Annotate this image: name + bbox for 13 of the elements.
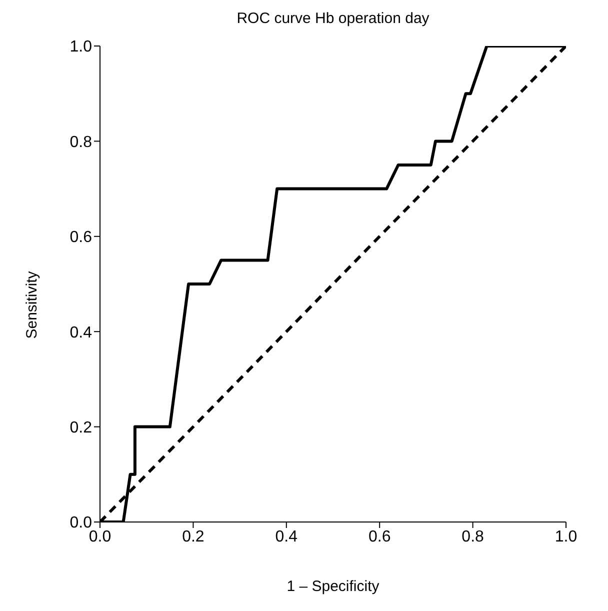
chart-title: ROC curve Hb operation day bbox=[236, 10, 430, 27]
x-tick-label: 0.2 bbox=[182, 528, 204, 546]
y-tick-label: 0.8 bbox=[70, 134, 92, 151]
y-tick-label: 0.6 bbox=[70, 229, 92, 246]
y-tick-label: 1.0 bbox=[70, 38, 92, 56]
x-tick-label: 0.6 bbox=[368, 528, 391, 546]
y-tick-label: 0.4 bbox=[70, 324, 92, 342]
x-axis-title: 1 – Specificity bbox=[286, 578, 380, 595]
x-tick-label: 1.0 bbox=[554, 528, 578, 546]
x-tick-label: 0.4 bbox=[275, 528, 298, 546]
y-tick-label: 0.2 bbox=[70, 419, 92, 436]
y-axis-title: Sensitivity bbox=[24, 271, 40, 339]
x-tick-label: 0.8 bbox=[462, 528, 484, 546]
